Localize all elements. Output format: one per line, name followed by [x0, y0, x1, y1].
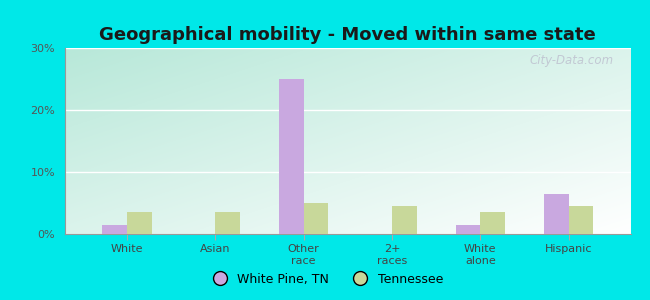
Bar — [544, 194, 569, 234]
Bar — [456, 225, 480, 234]
Bar — [102, 225, 127, 234]
Legend: White Pine, TN, Tennessee: White Pine, TN, Tennessee — [202, 268, 448, 291]
Bar — [304, 203, 328, 234]
Bar — [127, 212, 151, 234]
Title: Geographical mobility - Moved within same state: Geographical mobility - Moved within sam… — [99, 26, 596, 44]
Bar — [215, 212, 240, 234]
Text: City-Data.com: City-Data.com — [529, 54, 614, 67]
Bar — [392, 206, 417, 234]
Bar — [569, 206, 593, 234]
Bar — [480, 212, 505, 234]
Bar — [279, 79, 304, 234]
